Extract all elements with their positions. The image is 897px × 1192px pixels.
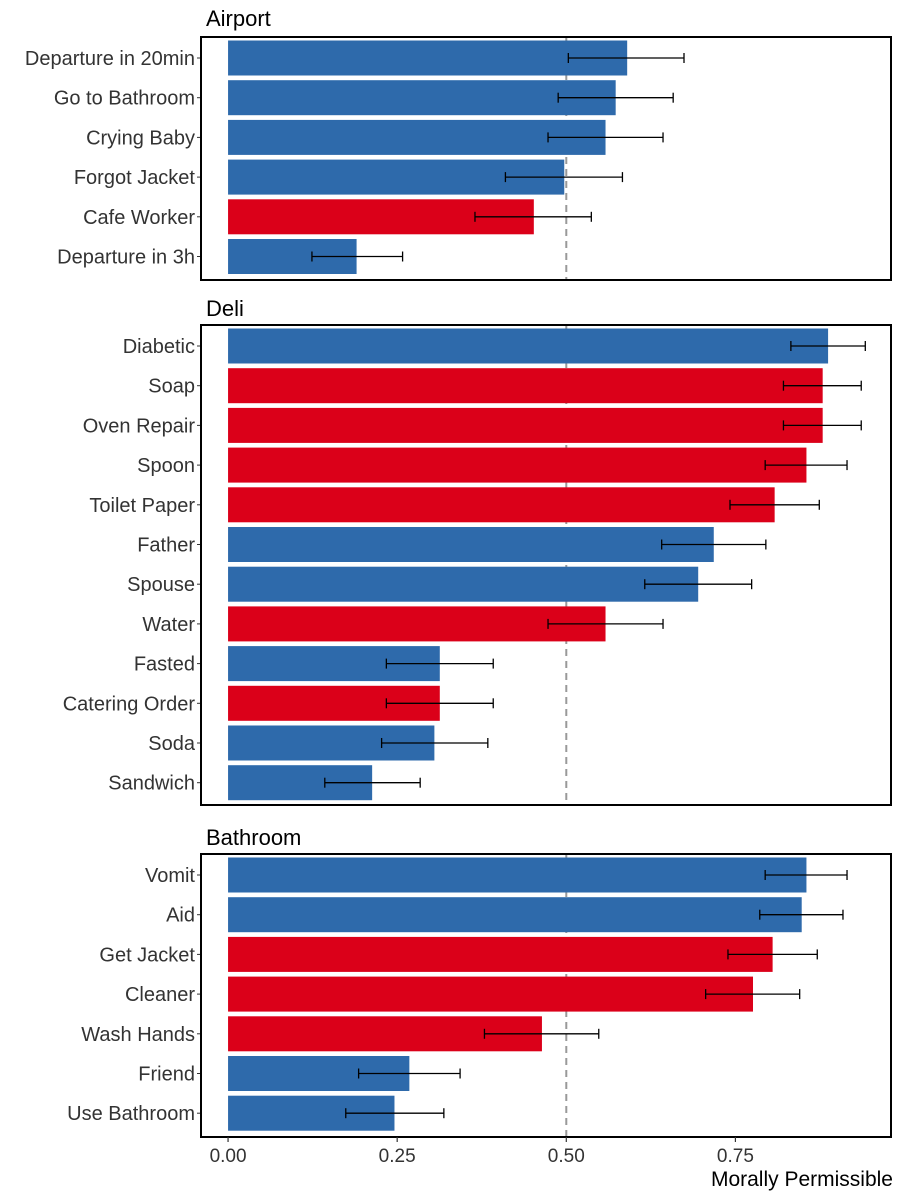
category-label: Forgot Jacket xyxy=(74,167,196,189)
category-label: Catering Order xyxy=(63,693,196,715)
facet-title: Bathroom xyxy=(206,825,301,850)
category-label: Fasted xyxy=(134,654,195,676)
category-label: Diabetic xyxy=(123,336,195,358)
bar xyxy=(228,606,606,642)
category-label: Oven Repair xyxy=(83,415,196,437)
error-bar xyxy=(759,909,844,920)
category-label: Get Jacket xyxy=(99,944,195,966)
error-bar xyxy=(764,460,848,471)
facet-deli: Deli Diabetic Soap Oven Repair Spoon Toilet P… xyxy=(63,296,892,806)
x-tick-label: 0.75 xyxy=(717,1146,754,1167)
error-bar xyxy=(385,698,494,709)
error-bar xyxy=(644,579,753,590)
bar xyxy=(228,897,802,933)
category-label: Vomit xyxy=(145,865,195,887)
category-label: Departure in 20min xyxy=(25,48,195,70)
error-bar xyxy=(704,989,801,1000)
bar xyxy=(228,447,807,483)
category-label: Crying Baby xyxy=(86,127,195,149)
facet-airport: Airport Departure in 20min Go to Bathroom C… xyxy=(25,6,892,281)
bar xyxy=(228,328,829,364)
bar xyxy=(228,936,773,972)
category-label: Father xyxy=(137,535,195,557)
error-bar xyxy=(764,870,848,880)
error-bar xyxy=(345,1108,445,1119)
error-bar xyxy=(547,618,664,629)
bar xyxy=(228,407,823,443)
category-label: Departure in 3h xyxy=(57,247,195,269)
category-label: Friend xyxy=(138,1064,195,1086)
error-bar xyxy=(557,92,674,103)
x-tick-label: 0.25 xyxy=(379,1146,416,1167)
error-bar xyxy=(311,251,404,262)
category-label: Use Bathroom xyxy=(67,1103,195,1125)
category-label: Soap xyxy=(148,376,195,398)
error-bar xyxy=(661,539,767,550)
x-tick-label: 0.50 xyxy=(548,1146,585,1167)
facet-title: Airport xyxy=(206,6,271,31)
category-label: Sandwich xyxy=(108,773,195,795)
error-bar xyxy=(474,211,592,222)
bar xyxy=(228,119,606,155)
error-bar xyxy=(567,53,685,63)
error-bar xyxy=(324,777,421,788)
category-label: Go to Bathroom xyxy=(54,88,195,110)
panel-border xyxy=(200,853,892,1138)
error-bar xyxy=(782,420,862,431)
facet-bathroom: Bathroom Vomit Aid Get Jacket Cleaner Wash Ha… xyxy=(67,825,892,1138)
category-label: Water xyxy=(142,614,195,636)
category-label: Spoon xyxy=(137,455,195,477)
error-bar xyxy=(782,380,862,391)
error-bar xyxy=(790,341,866,351)
bar xyxy=(228,976,753,1012)
error-bar xyxy=(385,658,494,669)
category-label: Spouse xyxy=(127,574,195,596)
category-label: Cleaner xyxy=(125,984,195,1006)
bar xyxy=(228,368,823,404)
bar xyxy=(228,487,775,523)
category-label: Soda xyxy=(148,733,196,755)
error-bar xyxy=(727,949,818,960)
bar xyxy=(228,857,807,893)
facet-title: Deli xyxy=(206,296,244,321)
x-axis: 0.00 0.25 0.50 0.75 xyxy=(210,1137,754,1167)
error-bar xyxy=(483,1028,600,1039)
error-bar xyxy=(729,499,820,510)
x-axis-title: Morally Permissible xyxy=(711,1168,893,1191)
bar xyxy=(228,40,628,76)
panel-border xyxy=(200,36,892,281)
bar xyxy=(228,566,699,602)
category-label: Aid xyxy=(166,905,195,927)
panel-border xyxy=(200,324,892,806)
error-bar xyxy=(504,172,624,183)
error-bar xyxy=(547,132,664,143)
category-label: Cafe Worker xyxy=(83,207,195,229)
error-bar xyxy=(357,1068,461,1079)
bar xyxy=(228,527,714,562)
bar xyxy=(228,80,616,116)
category-label: Toilet Paper xyxy=(89,495,195,517)
x-tick-label: 0.00 xyxy=(210,1146,247,1167)
error-bar xyxy=(380,738,489,748)
category-label: Wash Hands xyxy=(81,1024,195,1046)
